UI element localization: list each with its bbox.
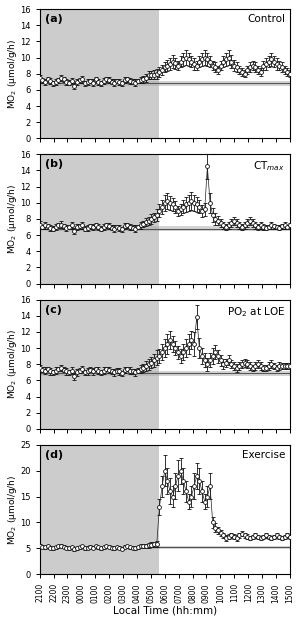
Bar [40,445,159,574]
Text: (a): (a) [45,14,62,24]
Text: Exercise: Exercise [242,450,285,460]
Y-axis label: MO$_2$ (μmol/g/h): MO$_2$ (μmol/g/h) [6,184,19,254]
Text: (c): (c) [45,305,61,315]
Text: Control: Control [247,14,285,24]
Text: PO$_2$ at LOE: PO$_2$ at LOE [227,305,285,319]
Y-axis label: MO$_2$ (μmol/g/h): MO$_2$ (μmol/g/h) [6,474,19,545]
Bar [40,9,159,138]
Bar [40,546,290,549]
Bar [40,226,290,231]
Text: (b): (b) [45,160,63,170]
Bar [40,154,159,284]
Bar [40,81,290,86]
X-axis label: Local Time (hh:mm): Local Time (hh:mm) [113,605,217,615]
Text: (d): (d) [45,450,63,460]
Y-axis label: MO$_2$ (μmol/g/h): MO$_2$ (μmol/g/h) [6,39,19,109]
Text: CT$_{max}$: CT$_{max}$ [254,160,285,173]
Bar [40,299,159,429]
Y-axis label: MO$_2$ (μmol/g/h): MO$_2$ (μmol/g/h) [6,329,19,399]
Bar [40,371,290,376]
